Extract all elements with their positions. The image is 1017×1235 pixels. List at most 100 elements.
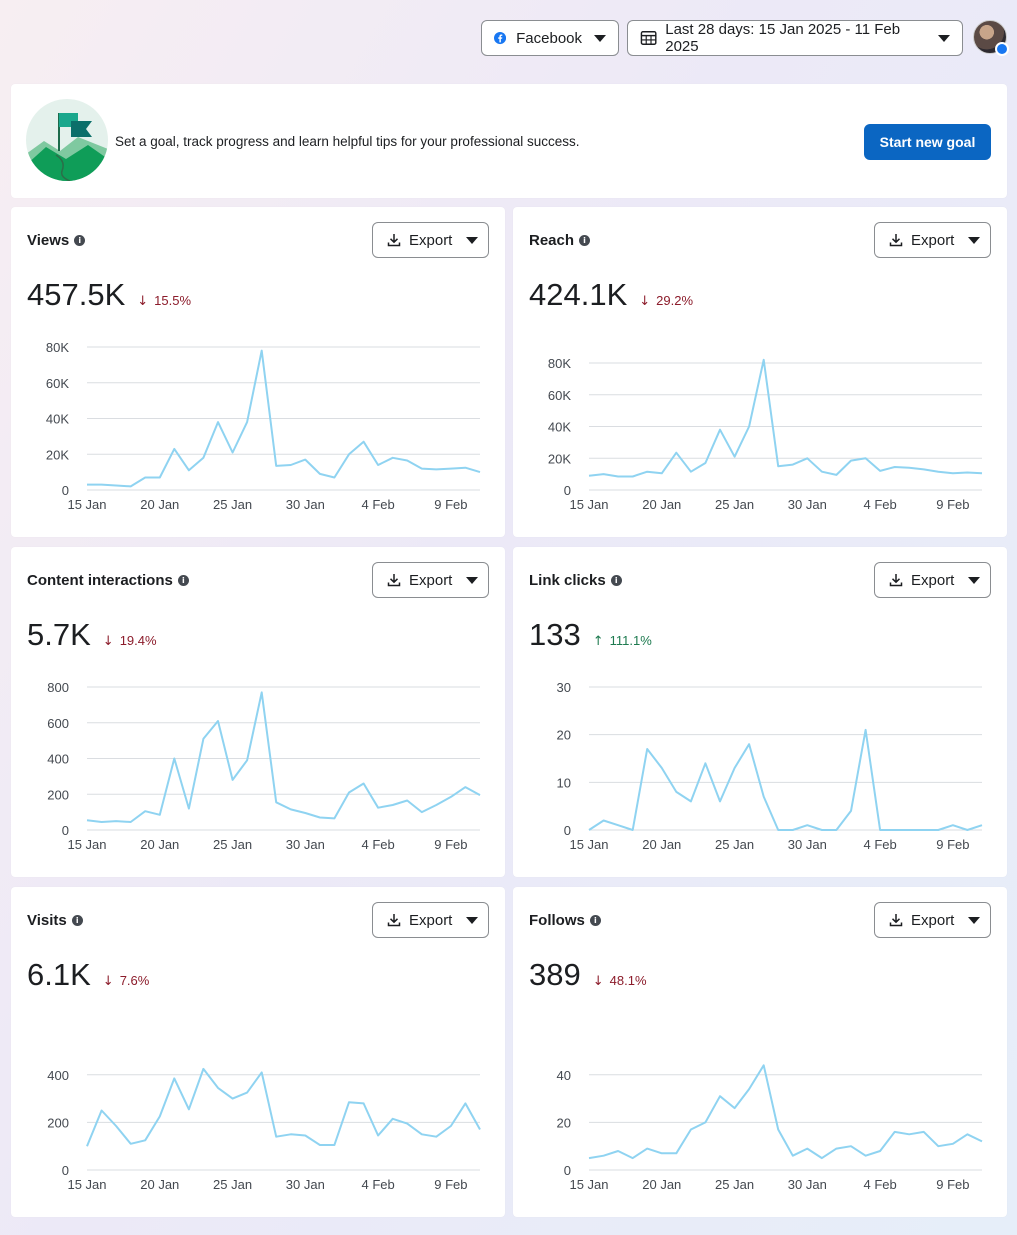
data-point[interactable] <box>404 798 410 804</box>
data-point[interactable] <box>775 1127 781 1133</box>
data-point[interactable] <box>375 1132 381 1138</box>
data-point[interactable] <box>288 462 294 468</box>
data-point[interactable] <box>935 469 941 475</box>
data-point[interactable] <box>863 455 869 461</box>
data-point[interactable] <box>586 473 592 479</box>
data-point[interactable] <box>775 827 781 833</box>
data-point[interactable] <box>950 822 956 828</box>
data-point[interactable] <box>761 794 767 800</box>
data-point[interactable] <box>804 822 810 828</box>
data-point[interactable] <box>586 827 592 833</box>
data-point[interactable] <box>128 483 134 489</box>
data-point[interactable] <box>630 474 636 480</box>
data-point[interactable] <box>477 792 483 798</box>
data-point[interactable] <box>302 1132 308 1138</box>
data-point[interactable] <box>790 462 796 468</box>
data-point[interactable] <box>702 760 708 766</box>
data-point[interactable] <box>819 1155 825 1161</box>
data-point[interactable] <box>615 474 621 480</box>
data-point[interactable] <box>419 1131 425 1137</box>
data-point[interactable] <box>317 814 323 820</box>
data-point[interactable] <box>644 469 650 475</box>
data-point[interactable] <box>462 784 468 790</box>
data-point[interactable] <box>673 1150 679 1156</box>
data-point[interactable] <box>921 1129 927 1135</box>
data-point[interactable] <box>833 827 839 833</box>
data-point[interactable] <box>200 1066 206 1072</box>
data-point[interactable] <box>84 1143 90 1149</box>
data-point[interactable] <box>673 789 679 795</box>
data-point[interactable] <box>877 1148 883 1154</box>
data-point[interactable] <box>601 817 607 823</box>
data-point[interactable] <box>950 470 956 476</box>
data-point[interactable] <box>99 1108 105 1114</box>
data-point[interactable] <box>615 822 621 828</box>
data-point[interactable] <box>375 462 381 468</box>
data-point[interactable] <box>186 806 192 812</box>
data-point[interactable] <box>848 1143 854 1149</box>
data-point[interactable] <box>433 802 439 808</box>
data-point[interactable] <box>717 798 723 804</box>
data-point[interactable] <box>688 798 694 804</box>
data-point[interactable] <box>935 827 941 833</box>
data-point[interactable] <box>288 806 294 812</box>
data-point[interactable] <box>375 805 381 811</box>
data-point[interactable] <box>833 472 839 478</box>
data-point[interactable] <box>790 827 796 833</box>
data-point[interactable] <box>979 822 985 828</box>
data-point[interactable] <box>404 1121 410 1127</box>
data-point[interactable] <box>142 1137 148 1143</box>
interactions-export-button[interactable]: Export <box>372 562 489 598</box>
data-point[interactable] <box>477 469 483 475</box>
data-point[interactable] <box>186 467 192 473</box>
data-point[interactable] <box>921 827 927 833</box>
data-point[interactable] <box>964 470 970 476</box>
data-point[interactable] <box>142 474 148 480</box>
data-point[interactable] <box>419 809 425 815</box>
data-point[interactable] <box>644 1146 650 1152</box>
data-point[interactable] <box>950 1141 956 1147</box>
data-point[interactable] <box>302 810 308 816</box>
start-new-goal-button[interactable]: Start new goal <box>864 124 991 160</box>
data-point[interactable] <box>964 1131 970 1137</box>
data-point[interactable] <box>601 1153 607 1159</box>
data-point[interactable] <box>601 471 607 477</box>
info-icon[interactable]: i <box>74 235 86 246</box>
data-point[interactable] <box>128 1141 134 1147</box>
info-icon[interactable]: i <box>579 235 591 246</box>
data-point[interactable] <box>171 1075 177 1081</box>
data-point[interactable] <box>732 765 738 771</box>
data-point[interactable] <box>848 458 854 464</box>
data-point[interactable] <box>848 808 854 814</box>
data-point[interactable] <box>215 1085 221 1091</box>
data-point[interactable] <box>171 756 177 762</box>
data-point[interactable] <box>230 777 236 783</box>
data-point[interactable] <box>113 483 119 489</box>
data-point[interactable] <box>157 1113 163 1119</box>
visits-export-button[interactable]: Export <box>372 902 489 938</box>
views-export-button[interactable]: Export <box>372 222 489 258</box>
data-point[interactable] <box>732 1105 738 1111</box>
data-point[interactable] <box>659 470 665 476</box>
data-point[interactable] <box>390 455 396 461</box>
data-point[interactable] <box>244 1090 250 1096</box>
data-point[interactable] <box>863 1153 869 1159</box>
data-point[interactable] <box>390 802 396 808</box>
data-point[interactable] <box>790 1153 796 1159</box>
data-point[interactable] <box>433 466 439 472</box>
data-point[interactable] <box>200 736 206 742</box>
data-point[interactable] <box>935 1143 941 1149</box>
data-point[interactable] <box>979 1138 985 1144</box>
data-point[interactable] <box>615 1148 621 1154</box>
data-point[interactable] <box>877 468 883 474</box>
data-point[interactable] <box>746 1086 752 1092</box>
data-point[interactable] <box>273 799 279 805</box>
data-point[interactable] <box>361 781 367 787</box>
data-point[interactable] <box>979 470 985 476</box>
follows-export-button[interactable]: Export <box>874 902 991 938</box>
data-point[interactable] <box>819 827 825 833</box>
data-point[interactable] <box>688 469 694 475</box>
data-point[interactable] <box>630 827 636 833</box>
data-point[interactable] <box>200 455 206 461</box>
profile-avatar[interactable] <box>973 20 1009 56</box>
